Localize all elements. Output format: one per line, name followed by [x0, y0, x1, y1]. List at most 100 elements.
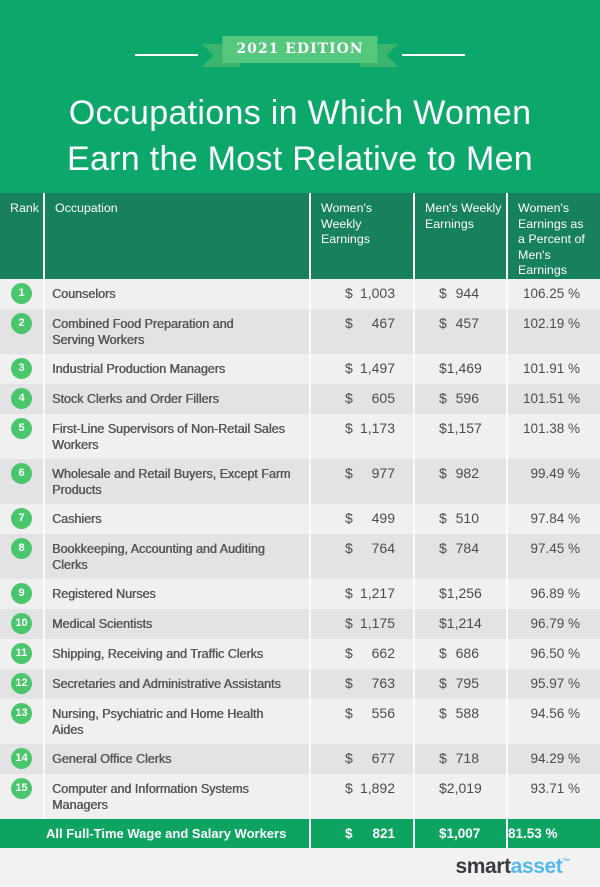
- percent-value: 96.79 %: [506, 608, 600, 639]
- men-earnings-value: 510: [455, 509, 479, 526]
- women-earnings-value: 662: [371, 644, 395, 661]
- currency-symbol: $: [345, 614, 353, 631]
- table-row: 3 Industrial Production Managers $ 1,497…: [0, 353, 600, 384]
- table-row: 5 First-Line Supervisors of Non-Retail S…: [0, 413, 600, 459]
- occupation-label: Bookkeeping, Accounting and Auditing Cle…: [43, 533, 309, 579]
- men-earnings-cell: $ 718: [413, 743, 506, 774]
- ribbon-line-right: [402, 54, 465, 56]
- percent-value: 97.84 %: [506, 503, 600, 534]
- summary-women-earnings: $ 821: [309, 818, 413, 848]
- rank-cell: 5: [0, 414, 43, 459]
- currency-symbol: $: [345, 464, 353, 481]
- men-earnings-value: 784: [455, 539, 479, 556]
- men-earnings-value: 718: [455, 749, 479, 766]
- currency-symbol: $: [345, 419, 353, 436]
- men-earnings-cell: $ 1,469: [413, 353, 506, 384]
- men-earnings-cell: $ 784: [413, 533, 506, 579]
- page-title-line1: Occupations in Which Women: [68, 94, 532, 132]
- men-earnings-cell: $ 2,019: [413, 773, 506, 819]
- ribbon-line-left: [135, 54, 198, 56]
- rank-badge: 13: [11, 702, 32, 724]
- table-row: 10 Medical Scientists $ 1,175 $ 1,214 96…: [0, 608, 600, 639]
- rank-cell: 3: [0, 354, 43, 384]
- rank-cell: 12: [0, 669, 43, 699]
- table-row: 1 Counselors $ 1,003 $ 944 106.25 %: [0, 278, 600, 309]
- edition-ribbon: 2021 EDITION: [0, 30, 600, 70]
- rank-badge: 7: [11, 507, 32, 529]
- currency-symbol: $: [345, 779, 353, 796]
- rank-cell: 8: [0, 534, 43, 579]
- rank-badge: 15: [11, 777, 32, 799]
- summary-label: All Full-Time Wage and Salary Workers: [46, 825, 287, 841]
- currency-symbol: $: [439, 644, 447, 661]
- women-earnings-value: 764: [371, 539, 395, 556]
- men-earnings-value: 596: [455, 389, 479, 406]
- table-row: 13 Nursing, Psychiatric and Home Health …: [0, 698, 600, 744]
- women-earnings-value: 1,175: [359, 614, 395, 631]
- women-earnings-value: 556: [371, 704, 395, 721]
- women-earnings-value: 1,173: [359, 419, 395, 436]
- men-earnings-value: 1,157: [446, 419, 482, 436]
- hero-header: 2021 EDITION Occupations in Which Women …: [0, 0, 600, 193]
- currency-symbol: $: [345, 825, 353, 841]
- rank-badge: 5: [11, 417, 32, 439]
- currency-symbol: $: [439, 704, 447, 721]
- women-earnings-value: 977: [371, 464, 395, 481]
- currency-symbol: $: [439, 359, 447, 376]
- occupation-label: Medical Scientists: [43, 608, 309, 639]
- occupation-label: Secretaries and Administrative Assistant…: [43, 668, 309, 699]
- rank-badge: 8: [11, 537, 32, 559]
- rank-badge: 2: [11, 312, 32, 334]
- rank-badge-number: 9: [18, 587, 25, 599]
- rank-badge: 12: [11, 672, 32, 694]
- table-row: 15 Computer and Information Systems Mana…: [0, 773, 600, 819]
- rank-cell: 10: [0, 609, 43, 639]
- women-earnings-cell: $ 467: [309, 308, 413, 354]
- currency-symbol: $: [345, 584, 353, 601]
- rank-badge: 4: [11, 387, 32, 409]
- column-header-percent: Women's Earnings as a Percent of Men's E…: [506, 193, 600, 279]
- rank-badge-number: 13: [15, 707, 28, 719]
- percent-value: 95.97 %: [506, 668, 600, 699]
- men-earnings-value: 795: [455, 674, 479, 691]
- women-earnings-cell: $ 1,497: [309, 353, 413, 384]
- currency-symbol: $: [439, 314, 447, 331]
- percent-value: 96.50 %: [506, 638, 600, 669]
- table-row: 2 Combined Food Preparation and Serving …: [0, 308, 600, 354]
- percent-value: 94.29 %: [506, 743, 600, 774]
- rank-badge-number: 11: [15, 647, 28, 659]
- rank-cell: 11: [0, 639, 43, 669]
- percent-value: 101.51 %: [506, 383, 600, 414]
- percent-value: 101.91 %: [506, 353, 600, 384]
- rank-cell: 4: [0, 384, 43, 414]
- currency-symbol: $: [345, 509, 353, 526]
- bottom-strip: smartasset™: [0, 847, 600, 887]
- rank-badge-number: 14: [15, 752, 28, 764]
- table-row: 9 Registered Nurses $ 1,217 $ 1,256 96.8…: [0, 578, 600, 609]
- men-earnings-cell: $ 686: [413, 638, 506, 669]
- currency-symbol: $: [345, 314, 353, 331]
- women-earnings-cell: $ 764: [309, 533, 413, 579]
- men-earnings-cell: $ 596: [413, 383, 506, 414]
- currency-symbol: $: [345, 284, 353, 301]
- women-earnings-cell: $ 1,217: [309, 578, 413, 609]
- rank-cell: 6: [0, 459, 43, 504]
- men-earnings-cell: $ 457: [413, 308, 506, 354]
- occupation-label: Cashiers: [43, 503, 309, 534]
- summary-men-value: 1,007: [446, 825, 481, 841]
- men-earnings-value: 944: [455, 284, 479, 301]
- men-earnings-cell: $ 1,157: [413, 413, 506, 459]
- table-row: 6 Wholesale and Retail Buyers, Except Fa…: [0, 458, 600, 504]
- women-earnings-value: 763: [371, 674, 395, 691]
- men-earnings-cell: $ 1,256: [413, 578, 506, 609]
- rank-badge-number: 1: [18, 287, 25, 299]
- men-earnings-cell: $ 510: [413, 503, 506, 534]
- currency-symbol: $: [439, 674, 447, 691]
- women-earnings-value: 467: [371, 314, 395, 331]
- men-earnings-value: 1,256: [446, 584, 482, 601]
- currency-symbol: $: [439, 389, 447, 406]
- percent-value: 96.89 %: [506, 578, 600, 609]
- rank-cell: 13: [0, 699, 43, 744]
- rank-badge-number: 6: [18, 467, 25, 479]
- currency-symbol: $: [345, 749, 353, 766]
